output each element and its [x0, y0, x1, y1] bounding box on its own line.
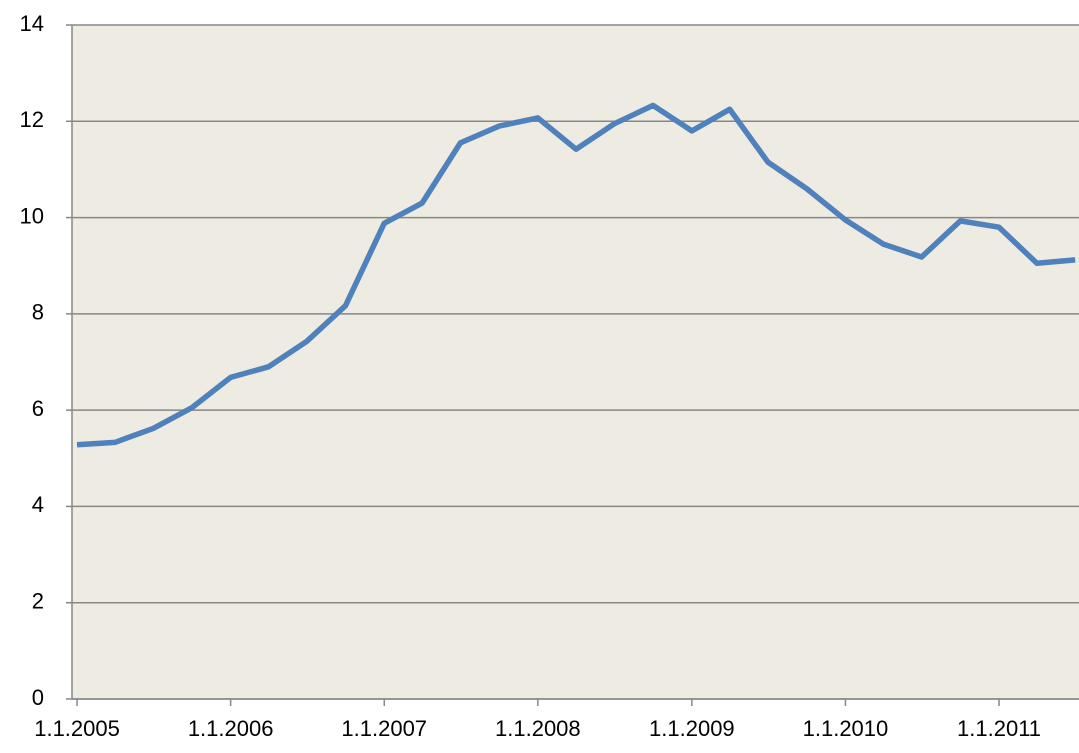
y-tick-label: 12 — [20, 107, 44, 132]
x-tick-label: 1.1.2011 — [957, 716, 1041, 741]
y-tick-label: 6 — [32, 396, 44, 421]
y-tick-label: 0 — [32, 685, 44, 710]
x-tick-label: 1.1.2009 — [649, 716, 735, 741]
x-tick-label: 1.1.2006 — [188, 716, 274, 741]
x-tick-label: 1.1.2005 — [34, 716, 120, 741]
x-tick-label: 1.1.2010 — [803, 716, 889, 741]
plot-area — [72, 25, 1079, 699]
y-tick-label: 4 — [32, 492, 44, 517]
y-tick-label: 14 — [20, 11, 44, 36]
y-tick-label: 8 — [32, 300, 44, 325]
x-tick-label: 1.1.2007 — [341, 716, 427, 741]
y-tick-label: 2 — [32, 589, 44, 614]
x-tick-label: 1.1.2008 — [495, 716, 581, 741]
line — [76, 102, 1076, 448]
y-tick-label: 10 — [20, 203, 44, 228]
